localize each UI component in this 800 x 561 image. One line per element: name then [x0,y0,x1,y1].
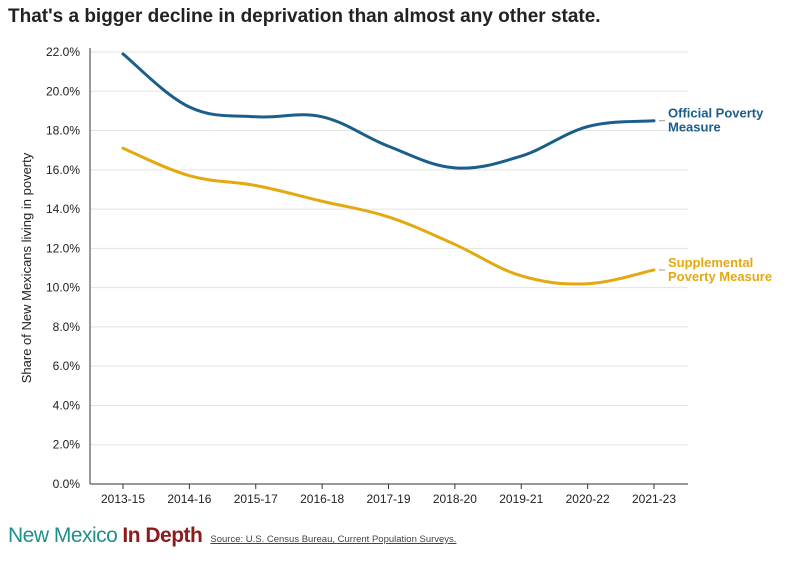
logo-in-depth: In Depth [122,524,203,547]
y-tick-label: 22.0% [46,45,80,59]
x-tick-label: 2018-20 [433,492,477,506]
y-tick-label: 6.0% [53,359,81,373]
x-tick-label: 2019-21 [499,492,543,506]
x-tick-label: 2013-15 [101,492,145,506]
y-tick-label: 8.0% [53,320,81,334]
y-axis: 0.0% 2.0% 4.0% 6.0% 8.0% 10.0% 12.0% 14.0% 16.0%… [46,45,91,491]
x-tick-label: 2021-23 [632,492,676,506]
x-tick-label: 2014-16 [167,492,211,506]
chart-title: That's a bigger decline in deprivation t… [8,6,601,27]
series-label-supplemental: Supplemental [668,255,753,270]
y-tick-label: 4.0% [53,398,81,412]
y-tick-label: 10.0% [46,281,80,295]
line-chart: 0.0% 2.0% 4.0% 6.0% 8.0% 10.0% 12.0% 14.0% 16.0%… [19,45,772,506]
footer: New Mexico In Depth Source: U.S. Census … [8,524,456,552]
series-label-supplemental: Poverty Measure [668,269,772,284]
x-tick-label: 2015-17 [234,492,278,506]
x-tick-label: 2020-22 [566,492,610,506]
series-line-official [121,52,656,170]
y-tick-label: 2.0% [53,438,81,452]
series-label-official: Measure [668,120,721,135]
x-tick-label: 2017-19 [366,492,410,506]
y-tick-label: 18.0% [46,124,80,138]
y-tick-label: 20.0% [46,84,80,98]
y-tick-label: 14.0% [46,202,80,216]
x-axis: 2013-15 2014-16 2015-17 2016-18 2017-19 2018-… [90,483,688,506]
y-axis-label: Share of New Mexicans living in poverty [19,152,34,383]
grid-lines [90,51,688,485]
y-tick-label: 12.0% [46,241,80,255]
series-line-supplemental [121,146,656,286]
series-label-official: Official Poverty [668,106,764,121]
x-tick-label: 2016-18 [300,492,344,506]
logo-new-mexico: New Mexico [8,524,118,547]
source-link[interactable]: Source: U.S. Census Bureau, Current Popu… [210,534,457,545]
y-tick-label: 0.0% [53,477,81,491]
y-tick-label: 16.0% [46,163,80,177]
